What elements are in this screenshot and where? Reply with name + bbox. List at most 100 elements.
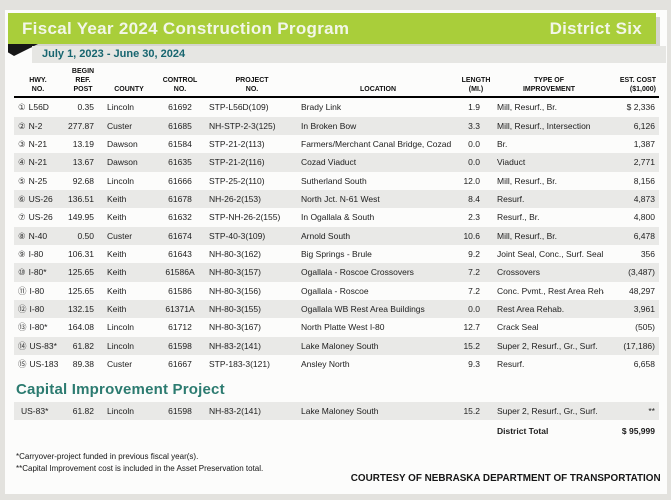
improvement-type: Mill, Resurf., Br. [497,175,557,186]
location: Ogallala - Roscoe Crossovers [301,267,414,278]
begin-ref-post: 92.68 [72,175,94,186]
row-number-badge: ⑨ [18,249,26,260]
est-cost: 4,800 [633,212,655,223]
est-cost: 6,126 [633,120,655,131]
highway-number: N-25 [28,175,48,186]
table-row: ⑭ US-83* 61.82 Lincoln 61598 NH-83-2(141)… [14,336,659,356]
est-cost: 4,873 [633,194,655,204]
row-number-badge: ⑥ [18,194,26,204]
row-number-badge: ⑭ [18,340,27,351]
footnote-capital: **Capital Improvement cost is included i… [16,464,264,473]
project-number: STP-L56D(109) [209,102,269,113]
length-miles: 1.9 [468,102,480,113]
improvement-type: Super 2, Resurf., Gr., Surf. [497,340,598,351]
highway-number: US-83* [29,340,57,351]
project-number: NH-26-2(153) [209,194,261,204]
row-number-badge: ⑬ [18,322,27,333]
control-number: 61586 [168,285,192,296]
control-number: 61371A [165,304,195,315]
location: Ogallala - Roscoe [301,285,369,296]
location: Cozad Viaduct [301,157,357,168]
highway-number: I-80* [29,322,48,333]
improvement-type: Resurf. [497,359,525,370]
length-miles: 3.3 [468,120,480,131]
improvement-type: Crossovers [497,267,540,278]
county: Custer [107,359,133,370]
col-header-begin-ref-post: BEGIN REF. POST [62,66,104,99]
begin-ref-post: 125.65 [68,285,94,296]
improvement-type: Crack Seal [497,322,539,333]
length-miles: 10.6 [463,230,480,241]
highway-number: US-183 [29,359,59,370]
control-number: 61667 [168,359,192,370]
capital-section-header: Capital Improvement Project [14,373,659,402]
control-number: 61674 [168,230,192,241]
control-number: 61632 [168,212,192,223]
begin-ref-post: 0.50 [77,230,94,241]
district-total-row: District Total $ 95,999 [14,420,659,442]
table-row: ⑪ I-80 125.65 Keith 61586 NH-80-3(156) Og… [14,282,659,300]
project-number: STP-21-2(116) [209,157,265,168]
district-total-label: District Total [497,426,549,437]
highway-number: N-40 [28,230,48,241]
project-rows: ① L56D 0.35 Lincoln 61692 STP-L56D(109) B… [14,97,659,373]
est-cost: 6,658 [633,359,655,370]
est-cost: (505) [635,322,655,333]
col-header-type-of-improvement: TYPE OF IMPROVEMENT [494,66,604,99]
project-number: NH-80-3(167) [209,322,261,333]
begin-ref-post: 277.87 [68,120,94,131]
est-cost: (17,186) [623,340,655,351]
capital-rows: US-83* 61.82 Lincoln 61598 NH-83-2(141) … [14,401,659,421]
length-miles: 15.2 [463,405,480,416]
control-number: 61692 [168,102,192,113]
location: Sutherland South [301,175,367,186]
improvement-type: Viaduct [497,157,526,168]
date-range: July 1, 2023 - June 30, 2024 [32,46,666,63]
location: Farmers/Merchant Canal Bridge, Cozad [301,138,452,149]
location: In Broken Bow [301,120,357,131]
length-miles: 0.0 [468,304,480,315]
footnote-carryover: *Carryover-project funded in previous fi… [16,452,199,461]
highway-number: I-80 [29,304,45,315]
est-cost: 356 [640,249,655,260]
table-row: ④ N-21 13.67 Dawson 61635 STP-21-2(116) C… [14,153,659,172]
length-miles: 12.0 [463,175,480,186]
footnotes: *Carryover-project funded in previous fi… [16,451,263,475]
total-section: District Total $ 95,999 [14,420,659,442]
control-number: 61643 [168,249,192,260]
improvement-type: Mill, Resurf., Br. [497,230,557,241]
row-number-badge: ⑩ [18,267,26,278]
courtesy-credit: COURTESY OF NEBRASKA DEPARTMENT OF TRANS… [351,472,661,484]
begin-ref-post: 106.31 [68,249,94,260]
begin-ref-post: 13.19 [72,138,94,149]
location: Ansley North [301,359,350,370]
row-number-badge: ③ [18,138,26,149]
construction-program-table: HWY. NO. BEGIN REF. POST COUNTY CONTROL … [14,66,659,443]
control-number: 61584 [168,138,192,149]
col-header-est-cost: EST. COST ($1,000) [604,66,659,99]
row-number-badge: ⑤ [18,175,26,186]
length-miles: 7.2 [468,285,480,296]
improvement-type: Mill, Resurf., Intersection [497,120,591,131]
county: Dawson [107,138,138,149]
est-cost: 48,297 [629,285,655,296]
county: Keith [107,267,127,278]
table-row: ⑧ N-40 0.50 Custer 61674 STP-40-3(109) Ar… [14,226,659,246]
project-number: NH-STP-2-3(125) [209,120,276,131]
district-total-value: $ 95,999 [621,426,655,437]
county: Lincoln [107,175,134,186]
page-title: Fiscal Year 2024 Construction Program [22,18,350,38]
begin-ref-post: 164.08 [68,322,94,333]
improvement-type: Super 2, Resurf., Gr., Surf. [497,405,598,416]
row-number-badge: ② [18,120,26,131]
county: Keith [107,285,127,296]
county: Lincoln [107,340,134,351]
length-miles: 0.0 [468,138,480,149]
control-number: 61685 [168,120,192,131]
col-header-location: LOCATION [298,66,458,99]
est-cost: $ 2,336 [626,102,655,113]
improvement-type: Conc. Pvmt., Rest Area Rehab. [497,285,604,296]
table-row: ⑮ US-183 89.38 Custer 61667 STP-183-3(121… [14,355,659,373]
begin-ref-post: 132.15 [68,304,94,315]
location: Big Springs - Brule [301,249,372,260]
